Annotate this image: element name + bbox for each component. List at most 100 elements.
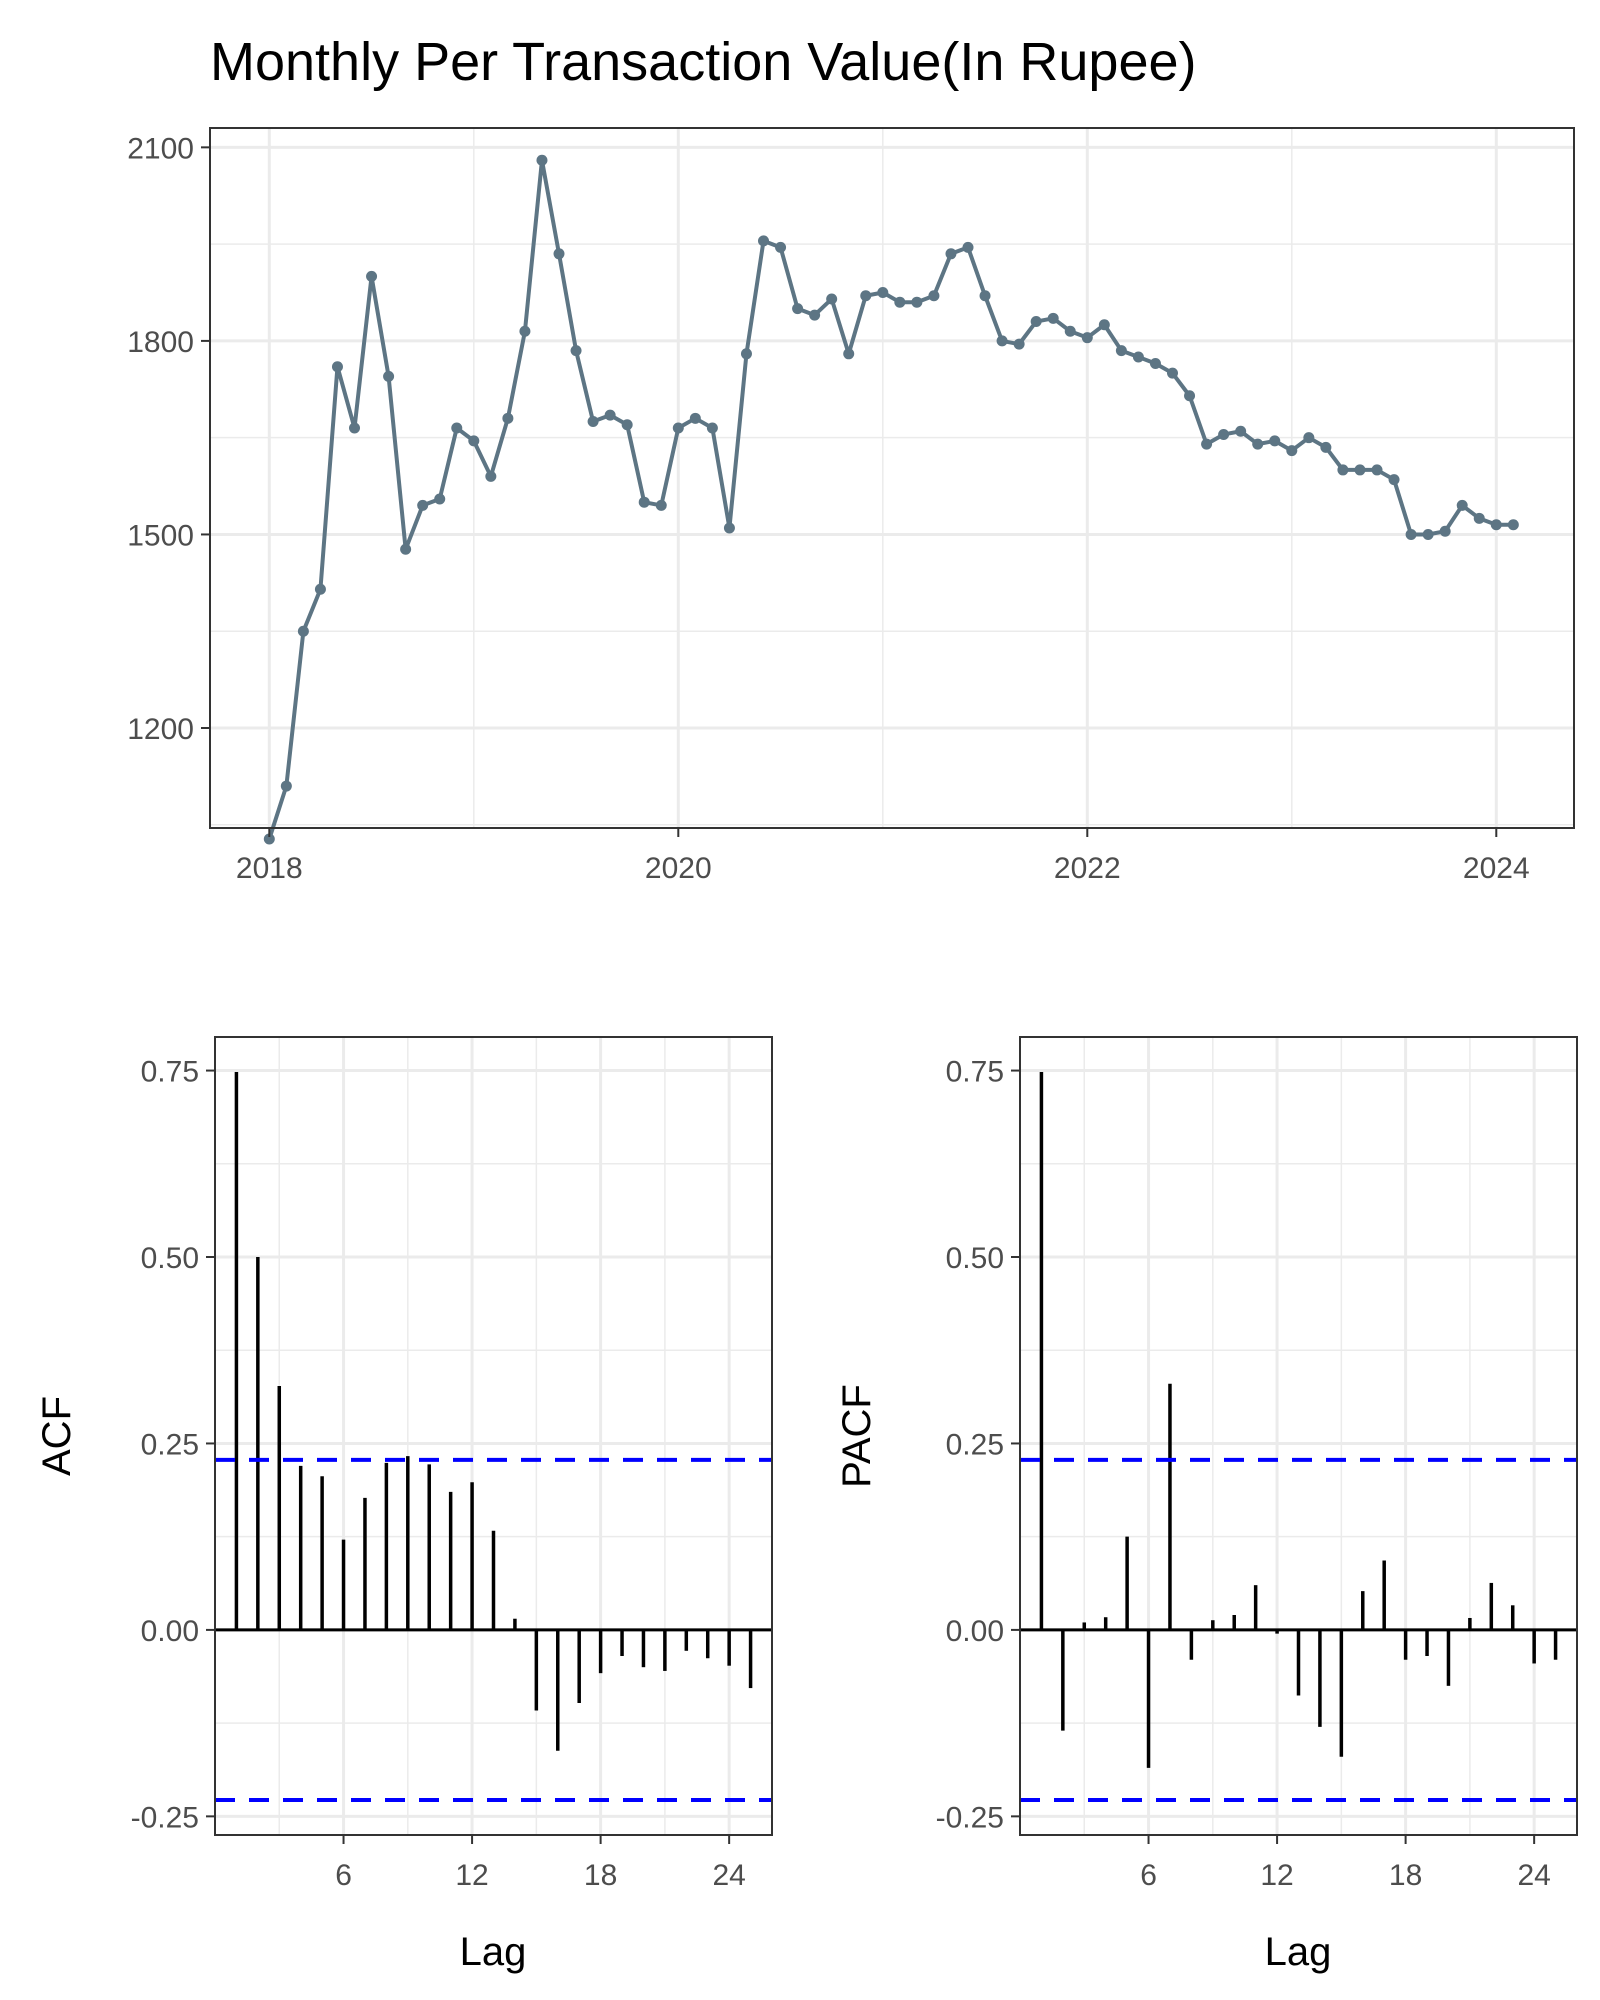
data-point — [1286, 445, 1298, 457]
data-point — [689, 412, 701, 424]
data-point — [1320, 441, 1332, 453]
chart-title: Monthly Per Transaction Value(In Rupee) — [210, 32, 1197, 92]
data-point — [1490, 519, 1502, 531]
data-point — [621, 419, 633, 431]
acf-x-axis-label: Lag — [460, 1930, 527, 1974]
data-point — [417, 499, 429, 511]
data-point — [740, 348, 752, 360]
acf-y-tick-label: 0.25 — [141, 1428, 199, 1461]
acf-panel-border — [214, 1036, 773, 1836]
data-point — [1252, 438, 1264, 450]
x-tick-label: 2024 — [1463, 852, 1530, 885]
data-point — [1456, 499, 1468, 511]
data-point — [775, 241, 787, 253]
acf-y-tick-label: 0.00 — [141, 1615, 199, 1648]
data-point — [758, 235, 770, 247]
pacf-panel-border — [1019, 1036, 1578, 1836]
data-point — [894, 296, 906, 308]
data-point — [655, 499, 667, 511]
y-tick-label: 1800 — [127, 326, 194, 359]
data-point — [366, 270, 378, 282]
acf-grid — [215, 1037, 772, 1835]
data-point — [638, 496, 650, 508]
data-point — [809, 309, 821, 321]
pacf-x-axis-label: Lag — [1265, 1930, 1332, 1974]
acf-panel-bg — [215, 1037, 772, 1835]
data-point — [860, 290, 872, 302]
data-point — [1064, 325, 1076, 337]
line-chart-axes: 2018 2020 2022 2024 1200 1500 1800 2100 — [127, 132, 1529, 885]
acf-y-tick-label: -0.25 — [131, 1801, 199, 1834]
data-point — [792, 303, 804, 315]
data-point — [400, 543, 412, 555]
data-point — [383, 370, 395, 382]
acf-y-tick-label: 0.75 — [141, 1056, 199, 1089]
data-point — [706, 422, 718, 434]
data-point — [314, 583, 326, 595]
data-point — [1115, 345, 1127, 357]
pacf-y-tick-label: 0.50 — [946, 1242, 1004, 1275]
acf-x-tick-label: 12 — [455, 1859, 488, 1892]
data-point — [911, 296, 923, 308]
data-point — [1235, 425, 1247, 437]
data-point — [553, 248, 565, 260]
data-point — [723, 522, 735, 534]
line-chart-grid — [210, 128, 1574, 828]
data-point — [297, 625, 309, 637]
data-point — [1303, 432, 1315, 444]
pacf-x-tick-label: 12 — [1260, 1859, 1293, 1892]
data-point — [1201, 438, 1213, 450]
pacf-y-tick-label: 0.00 — [946, 1615, 1004, 1648]
data-point — [1184, 390, 1196, 402]
data-point — [1371, 464, 1383, 476]
data-point — [604, 409, 616, 421]
data-point — [1422, 528, 1434, 540]
data-point — [434, 493, 446, 505]
data-point — [1473, 512, 1485, 524]
line-chart-panel-border — [209, 127, 1575, 829]
pacf-axes: 6 12 18 24 -0.25 0.00 0.25 0.50 0.75 — [936, 1056, 1551, 1892]
data-point — [1507, 519, 1519, 531]
data-point — [1218, 428, 1230, 440]
data-point — [843, 348, 855, 360]
data-point — [996, 335, 1008, 347]
data-point — [962, 241, 974, 253]
data-point — [349, 422, 361, 434]
data-point — [280, 780, 292, 792]
data-point — [877, 287, 889, 299]
data-point — [945, 248, 957, 260]
data-point — [331, 361, 343, 373]
line-chart-marks — [263, 154, 1519, 845]
pacf-marks — [1020, 1072, 1577, 1802]
data-point — [1149, 357, 1161, 369]
acf-y-tick-label: 0.50 — [141, 1242, 199, 1275]
acf-x-tick-label: 24 — [712, 1859, 745, 1892]
acf-y-axis-label: ACF — [35, 1396, 79, 1476]
data-point — [502, 412, 514, 424]
data-point — [1013, 338, 1025, 350]
data-point — [1269, 435, 1281, 447]
data-point — [468, 435, 480, 447]
acf-x-tick-label: 6 — [335, 1859, 352, 1892]
data-point — [587, 416, 599, 428]
data-point — [826, 293, 838, 305]
data-point — [570, 345, 582, 357]
pacf-x-tick-label: 18 — [1389, 1859, 1422, 1892]
data-point — [1354, 464, 1366, 476]
data-point — [1098, 319, 1110, 331]
data-point — [1439, 525, 1451, 537]
data-point — [672, 422, 684, 434]
x-tick-label: 2018 — [236, 852, 303, 885]
data-point — [485, 470, 497, 482]
y-tick-label: 1500 — [127, 519, 194, 552]
data-point — [1388, 474, 1400, 486]
acf-x-tick-label: 18 — [584, 1859, 617, 1892]
line-chart-panel-bg — [210, 128, 1574, 828]
data-point — [928, 290, 940, 302]
x-tick-label: 2020 — [645, 852, 712, 885]
data-point — [263, 833, 275, 845]
pacf-panel-bg — [1020, 1037, 1577, 1835]
data-point — [1030, 316, 1042, 328]
data-point — [1167, 367, 1179, 379]
